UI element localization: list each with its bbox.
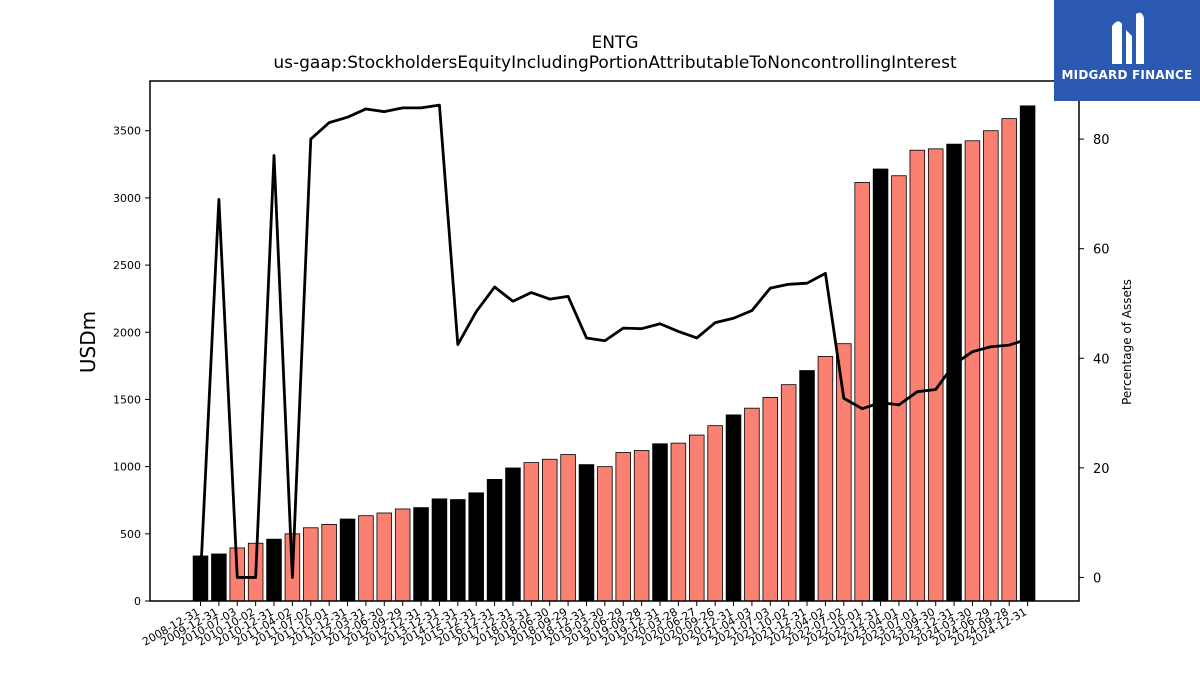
bar-2011-07-02 <box>303 527 319 602</box>
bar-2019-06-29 <box>615 452 631 602</box>
bar-2018-06-30 <box>541 458 558 602</box>
bar-2022-12-31 <box>872 168 889 602</box>
y-tick-label: 2500 <box>113 259 141 272</box>
bar-2022-10-01 <box>854 182 870 602</box>
bar-2018-09-29 <box>560 454 576 602</box>
bar-2021-04-03 <box>744 407 760 602</box>
bar-2024-09-28 <box>1001 118 1017 602</box>
bar-2024-06-29 <box>983 130 999 602</box>
bar-2020-06-27 <box>689 434 705 602</box>
bar-2014-12-31 <box>450 499 466 602</box>
y-tick-label: 1500 <box>113 393 141 406</box>
y-tick-label: 1000 <box>113 461 141 474</box>
y2-axis-label: Percentage of Assets <box>1120 279 1134 405</box>
y-tick-label: 3000 <box>113 192 141 205</box>
bar-2016-12-31 <box>486 478 503 602</box>
y-axis-ticks: 0 500 1000 1500 2000 2500 3000 3500 <box>113 125 150 608</box>
bar-2012-06-30 <box>376 512 393 602</box>
bar-2019-12-31 <box>652 443 668 602</box>
bar-2010-12-31 <box>266 538 282 602</box>
bar-2024-12-31 <box>1019 105 1036 602</box>
bar-series <box>192 105 1036 602</box>
bar-2024-03-30 <box>964 140 981 602</box>
bar-2019-03-30 <box>597 466 613 602</box>
bar-2020-12-31 <box>725 414 742 602</box>
x-axis-ticks: 2008-12-312009-12-312010-07-032010-10-02… <box>140 601 1029 649</box>
logo-text: MIDGARD FINANCE <box>1061 68 1193 82</box>
bar-2015-12-31 <box>468 492 484 602</box>
bar-2018-12-31 <box>578 464 595 602</box>
bar-2012-12-31 <box>413 507 429 602</box>
y-tick-label: 3500 <box>113 125 141 138</box>
y-axis-label: USDm <box>76 311 100 373</box>
chart-title: ENTG <box>591 33 638 53</box>
plot-frame <box>149 80 1080 602</box>
y-tick-label: 500 <box>120 528 141 541</box>
y2-tick-label: 20 <box>1093 462 1110 477</box>
y-tick-label: 2000 <box>113 326 141 339</box>
bar-2022-04-02 <box>817 356 834 602</box>
bar-2012-03-31 <box>358 515 374 602</box>
bar-2021-10-02 <box>780 384 797 602</box>
bar-2021-07-03 <box>762 397 779 602</box>
bar-2023-04-01 <box>891 175 907 602</box>
bar-2021-12-31 <box>799 370 815 602</box>
bar-2017-12-31 <box>505 467 521 602</box>
percentage-line <box>199 103 1029 579</box>
midgard-finance-logo: MIDGARD FINANCE <box>1054 0 1200 101</box>
y-tick-label: 0 <box>134 595 141 608</box>
y2-axis-ticks: 0 20 40 60 80 <box>1079 133 1110 586</box>
percentage-line-series <box>199 103 1029 579</box>
y2-tick-label: 80 <box>1093 133 1110 148</box>
bar-2018-03-31 <box>523 462 540 602</box>
bar-2020-03-28 <box>670 442 687 602</box>
y2-tick-label: 40 <box>1093 352 1110 367</box>
bar-2012-09-29 <box>394 508 411 602</box>
bar-2011-12-31 <box>339 518 356 602</box>
bar-2013-12-31 <box>431 498 448 602</box>
bar-2022-07-02 <box>836 343 852 602</box>
logo-mark-icon <box>1112 12 1144 65</box>
chart-subtitle: us-gaap:StockholdersEquityIncludingPorti… <box>273 53 957 73</box>
y2-tick-label: 60 <box>1093 243 1110 258</box>
bar-2023-09-30 <box>927 148 944 602</box>
bar-2023-07-01 <box>909 149 926 602</box>
bar-2020-09-26 <box>707 425 723 602</box>
y2-tick-label: 0 <box>1093 571 1101 586</box>
bar-2009-12-31 <box>211 553 227 602</box>
bar-2019-09-28 <box>633 450 650 602</box>
bar-2011-10-01 <box>321 524 337 602</box>
